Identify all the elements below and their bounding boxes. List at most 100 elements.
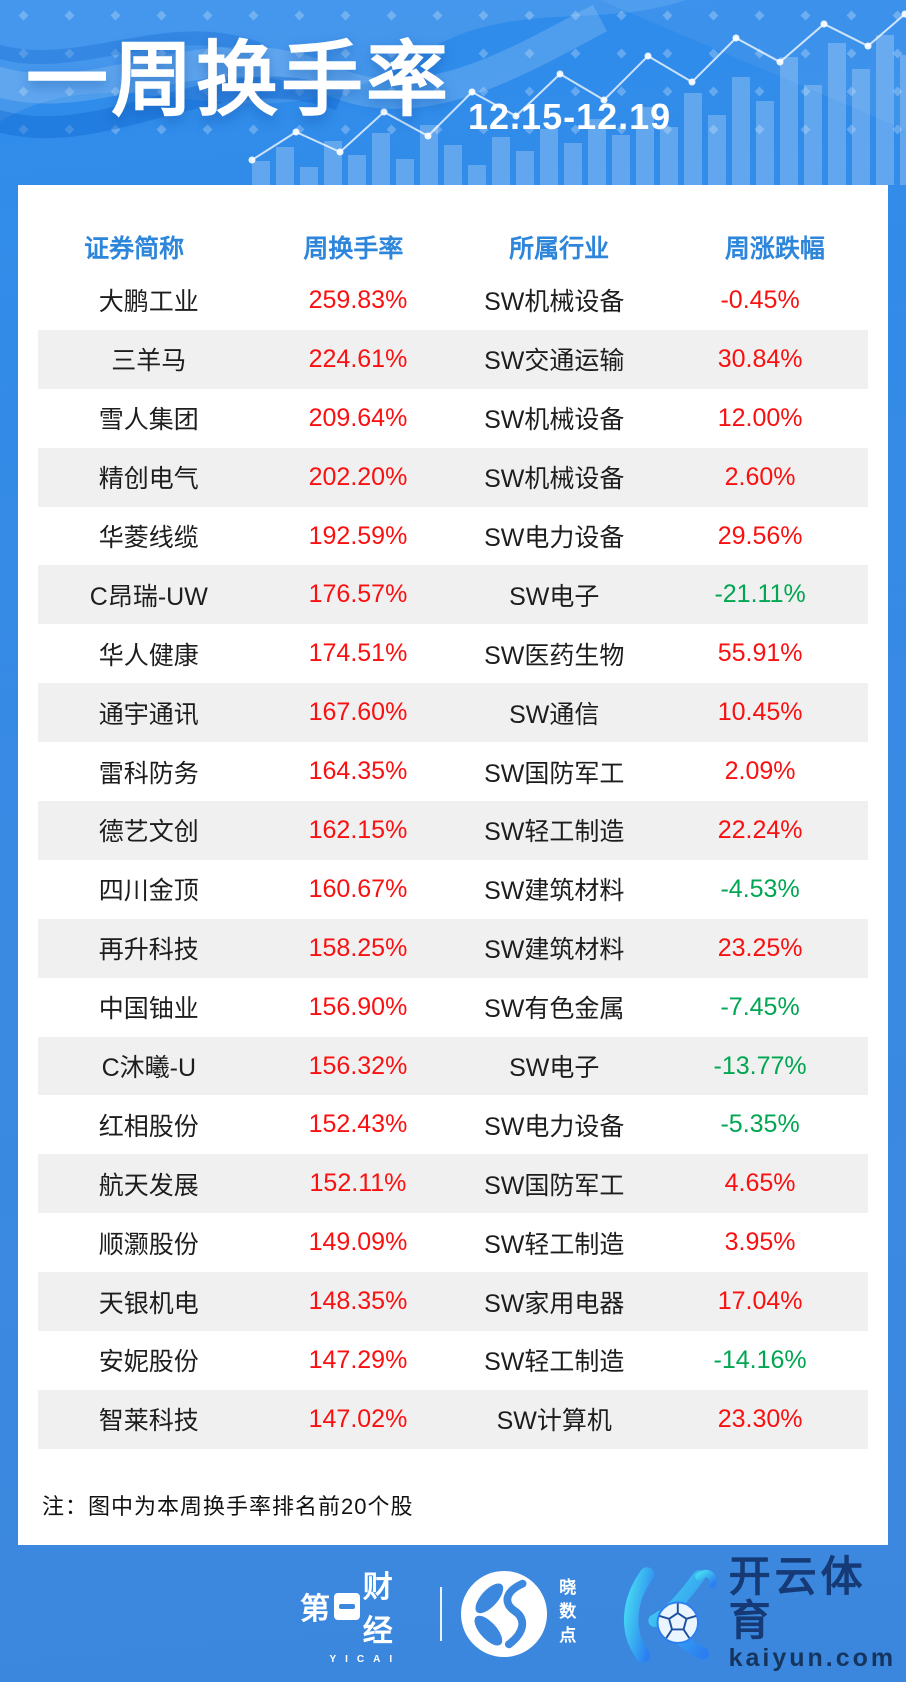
stock-name: 安妮股份	[98, 1348, 199, 1377]
table-row: 红相股份 152.43% SW电力设备 -5.35%	[38, 1095, 868, 1154]
xiaoshudian-circle-icon	[460, 1570, 547, 1657]
turnover-value: 152.11%	[309, 1169, 407, 1198]
stock-name: C昂瑞-UW	[89, 582, 208, 611]
column-header-stock: 证券简称	[84, 235, 185, 263]
table-row: 华菱线缆 192.59% SW电力设备 29.56%	[38, 507, 868, 566]
table-row: C沐曦-U 156.32% SW电子 -13.77%	[38, 1036, 868, 1096]
change-value: -5.35%	[720, 1110, 800, 1139]
table-row: 四川金顶 160.67% SW建筑材料 -4.53%	[38, 860, 868, 919]
industry-label: SW建筑材料	[484, 877, 625, 906]
stock-name: 天银机电	[98, 1289, 199, 1318]
footnote: 注：图中为本周换手率排名前20个股	[42, 1494, 414, 1519]
kaiyun-logo: 开云体育 kaiyun.com	[618, 1553, 906, 1673]
turnover-value: 174.51%	[308, 639, 408, 668]
change-value: 3.95%	[724, 1228, 796, 1257]
change-value: 55.91%	[717, 639, 803, 668]
column-header-turnover: 周换手率	[303, 235, 404, 263]
change-value: 17.04%	[717, 1287, 803, 1316]
industry-label: SW机械设备	[484, 465, 625, 494]
stock-name: 航天发展	[98, 1171, 199, 1200]
turnover-value: 167.60%	[308, 698, 408, 727]
table-row: C昂瑞-UW 176.57% SW电子 -21.11%	[38, 565, 868, 625]
stock-name: 雷科防务	[98, 759, 199, 788]
industry-label: SW通信	[509, 700, 600, 729]
turnover-value: 156.90%	[308, 992, 408, 1021]
xiaoshudian-label: 晓数点	[556, 1577, 576, 1650]
change-value: -0.45%	[720, 285, 800, 314]
stock-name: 华菱线缆	[98, 524, 199, 552]
table-row: 航天发展 152.11% SW国防军工 4.65%	[38, 1154, 868, 1214]
table-row: 天银机电 148.35% SW家用电器 17.04%	[38, 1272, 868, 1332]
industry-label: SW交通运输	[484, 347, 625, 376]
industry-label: SW有色金属	[484, 995, 625, 1024]
industry-label: SW电子	[509, 1054, 600, 1083]
change-value: 10.45%	[717, 698, 803, 727]
yicai-logo: 第 财经 YICAI	[300, 1562, 422, 1665]
industry-label: SW家用电器	[484, 1289, 625, 1318]
table-row: 中国铀业 156.90% SW有色金属 -7.45%	[38, 978, 868, 1037]
turnover-value: 164.35%	[308, 757, 408, 786]
table-header-row: 证券简称 周换手率 所属行业 周涨跌幅	[18, 229, 888, 265]
table-row: 智莱科技 147.02% SW计算机 23.30%	[38, 1389, 868, 1449]
xiaoshudian-logo: 晓数点	[460, 1570, 575, 1658]
column-header-change: 周涨跌幅	[724, 235, 825, 263]
soccer-ball-icon	[656, 1600, 700, 1644]
stock-name: 大鹏工业	[98, 288, 199, 317]
stock-name: 再升科技	[98, 936, 199, 965]
industry-label: SW轻工制造	[484, 818, 625, 847]
footer-bar: 第 财经 YICAI 晓数点	[0, 1545, 906, 1682]
turnover-value: 149.09%	[308, 1228, 408, 1257]
stock-name: 精创电气	[98, 465, 199, 494]
industry-label: SW电力设备	[484, 1112, 625, 1141]
turnover-value: 147.29%	[308, 1345, 408, 1374]
table-row: 雷科防务 164.35% SW国防军工 2.09%	[38, 742, 868, 801]
turnover-value: 158.25%	[308, 933, 408, 962]
industry-label: SW电力设备	[484, 524, 625, 552]
change-value: 4.65%	[724, 1169, 796, 1198]
table-row: 再升科技 158.25% SW建筑材料 23.25%	[38, 918, 868, 978]
change-value: 12.00%	[717, 403, 803, 432]
kaiyun-name: 开云体育	[728, 1553, 867, 1645]
turnover-value: 162.15%	[308, 815, 408, 844]
turnover-value: 148.35%	[308, 1287, 408, 1316]
stock-name: 红相股份	[98, 1112, 199, 1141]
table-body: 大鹏工业 259.83% SW机械设备 -0.45% 三羊马 224.61% S…	[18, 271, 888, 1449]
table-row: 顺灏股份 149.09% SW轻工制造 3.95%	[38, 1213, 868, 1272]
stock-name: C沐曦-U	[101, 1054, 197, 1083]
page-title: 一周换手率	[26, 35, 452, 126]
yicai-subtext: YICAI	[329, 1654, 402, 1665]
turnover-value: 192.59%	[308, 521, 408, 550]
industry-label: SW国防军工	[484, 759, 625, 788]
stock-name: 德艺文创	[98, 818, 199, 847]
table-row: 精创电气 202.20% SW机械设备 2.60%	[38, 447, 868, 507]
turnover-value: 224.61%	[308, 344, 408, 373]
table-row: 通宇通讯 167.60% SW通信 10.45%	[38, 683, 868, 743]
industry-label: SW机械设备	[484, 288, 625, 317]
change-value: -21.11%	[714, 580, 806, 609]
data-table-card: 证券简称 周换手率 所属行业 周涨跌幅 大鹏工业 259.83% SW机械设备 …	[18, 185, 888, 1545]
stock-name: 中国铀业	[98, 995, 199, 1024]
header-banner: 一周换手率 12.15-12.19	[0, 0, 906, 185]
column-header-industry: 所属行业	[509, 235, 610, 263]
table-row: 三羊马 224.61% SW交通运输 30.84%	[38, 329, 868, 389]
change-value: 2.60%	[724, 462, 796, 491]
yicai-text-pre: 第	[300, 1593, 331, 1626]
footer-divider	[439, 1586, 442, 1641]
stock-name: 智莱科技	[98, 1407, 199, 1436]
date-range: 12.15-12.19	[468, 96, 672, 137]
table-row: 德艺文创 162.15% SW轻工制造 22.24%	[38, 801, 868, 860]
change-value: -4.53%	[720, 874, 800, 903]
stock-name: 雪人集团	[98, 406, 199, 435]
kaiyun-domain: kaiyun.com	[728, 1644, 897, 1673]
turnover-value: 156.32%	[308, 1051, 408, 1080]
table-row: 安妮股份 147.29% SW轻工制造 -14.16%	[38, 1331, 868, 1390]
header-decoration-graphic	[0, 0, 906, 185]
industry-label: SW国防军工	[484, 1171, 625, 1200]
stock-name: 三羊马	[111, 347, 187, 376]
bar-chart-decoration	[252, 35, 906, 185]
industry-label: SW轻工制造	[484, 1230, 625, 1259]
change-value: 23.30%	[717, 1404, 803, 1433]
change-value: 2.09%	[724, 757, 796, 786]
line-chart-decoration	[248, 10, 906, 164]
